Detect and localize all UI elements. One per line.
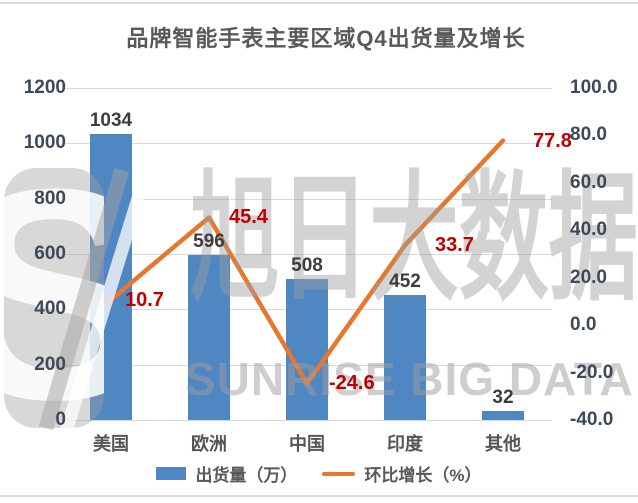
category-label-欧洲: 欧洲 — [191, 434, 227, 454]
bar-其他 — [482, 411, 524, 420]
gridline — [62, 143, 552, 145]
gridline — [62, 198, 552, 200]
left-axis-tick: 0 — [55, 409, 66, 430]
category-label-中国: 中国 — [289, 434, 325, 454]
left-axis-tick: 600 — [34, 243, 66, 264]
gridline — [62, 88, 552, 89]
legend-label-growth: 环比增长（%） — [364, 466, 482, 485]
left-axis-tick: 200 — [34, 353, 66, 375]
right-axis-tick: 60.0 — [570, 171, 607, 193]
bar-value-label: 452 — [389, 270, 421, 292]
category-label-印度: 印度 — [387, 434, 423, 454]
left-axis-tick: 1000 — [23, 132, 66, 154]
chart-legend: 出货量（万） 环比增长（%） — [0, 461, 638, 486]
category-label-其他: 其他 — [485, 434, 521, 454]
right-axis-tick: -40.0 — [570, 409, 614, 430]
left-axis-tick: 800 — [34, 187, 66, 209]
line-value-label: 10.7 — [125, 288, 164, 311]
right-axis-tick: -20.0 — [570, 361, 614, 383]
legend-bar-swatch-icon — [156, 467, 187, 480]
bar-印度 — [384, 294, 426, 420]
bar-中国 — [286, 279, 328, 420]
right-axis-tick: 80.0 — [570, 124, 607, 146]
right-axis-tick: 40.0 — [570, 219, 607, 241]
bar-value-label: 508 — [291, 255, 323, 277]
left-axis-tick: 1200 — [23, 77, 66, 98]
gridline — [62, 420, 552, 421]
right-axis-tick: 0.0 — [570, 314, 597, 336]
growth-line — [108, 138, 506, 386]
right-axis-tick: 20.0 — [570, 266, 607, 288]
line-value-label: 77.8 — [533, 129, 572, 152]
category-label-美国: 美国 — [93, 434, 129, 454]
chart-title: 品牌智能手表主要区域Q4出货量及增长 — [126, 26, 526, 51]
line-value-label: 33.7 — [435, 234, 474, 257]
bar-value-label: 596 — [193, 231, 225, 253]
left-axis-tick: 400 — [34, 298, 66, 320]
legend-line-swatch-icon — [322, 471, 356, 476]
right-axis-tick: 100.0 — [570, 77, 618, 98]
line-value-label: -24.6 — [329, 372, 375, 395]
bar-value-label: 32 — [492, 387, 514, 409]
legend-label-shipments: 出货量（万） — [195, 466, 298, 485]
line-value-label: 45.4 — [229, 206, 268, 229]
page-top-rule — [0, 2, 638, 4]
bar-欧洲 — [188, 255, 230, 420]
page-bottom-rule — [0, 495, 638, 497]
bar-value-label: 1034 — [89, 109, 133, 131]
gridline — [62, 254, 552, 255]
